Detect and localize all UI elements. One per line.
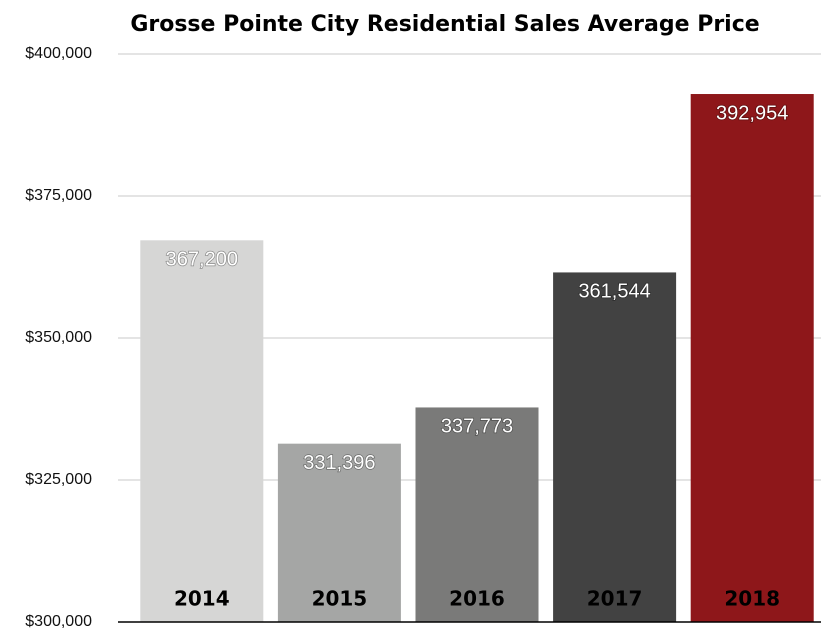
bar (415, 407, 539, 622)
x-tick-label: 2017 (587, 587, 643, 611)
value-label: 367,200 (166, 249, 238, 271)
bar (553, 272, 677, 622)
y-tick-label: $300,000 (25, 613, 92, 630)
x-tick-label: 2014 (174, 587, 230, 611)
value-label: 337,773 (441, 416, 513, 438)
y-tick-label: $325,000 (25, 471, 92, 488)
x-tick-label: 2018 (724, 587, 780, 611)
bar (690, 94, 814, 622)
y-tick-label: $350,000 (25, 329, 92, 346)
bar (277, 443, 401, 622)
y-tick-label: $400,000 (25, 45, 92, 62)
value-label: 361,544 (578, 281, 650, 303)
y-tick-label: $375,000 (25, 187, 92, 204)
chart-title: Grosse Pointe City Residential Sales Ave… (130, 12, 759, 37)
x-tick-label: 2015 (312, 587, 368, 611)
value-label: 331,396 (303, 452, 375, 474)
bar (140, 240, 264, 622)
x-tick-label: 2016 (449, 587, 505, 611)
value-label: 392,954 (716, 102, 788, 124)
